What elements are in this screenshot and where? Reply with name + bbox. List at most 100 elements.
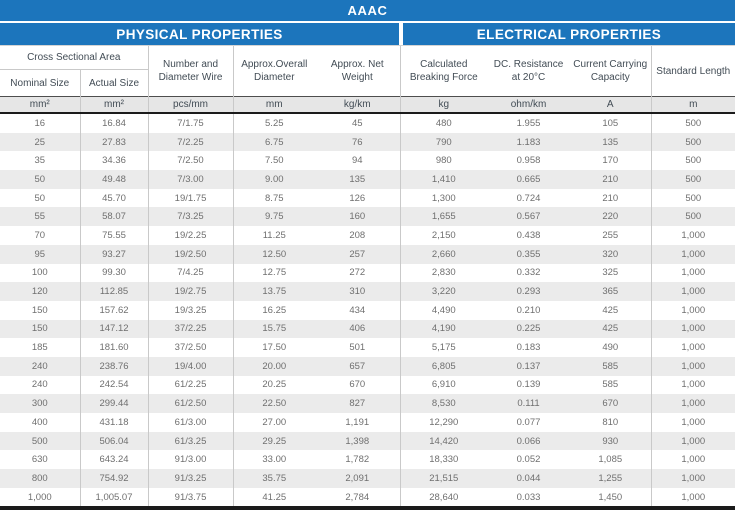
table-cell: 7/3.00 xyxy=(147,170,234,189)
table-cell: 1,782 xyxy=(345,454,370,466)
table-cell: 1,191 xyxy=(345,416,370,428)
unit-cell: A xyxy=(570,96,652,114)
table-cell: 160 xyxy=(349,211,366,223)
table-cell: 91/3.75 xyxy=(147,487,234,509)
table-cell: 25 xyxy=(34,136,46,148)
table-cell: 61/2.50 xyxy=(147,394,234,413)
table-cell: 37/2.50 xyxy=(147,338,234,357)
table-cell: 7/4.25 xyxy=(147,263,234,283)
table-cell: 37/2.25 xyxy=(147,319,234,339)
table-cell: 100 xyxy=(31,267,48,279)
table-cell: 827 xyxy=(349,398,366,410)
unit-cell: ohm/km xyxy=(487,96,571,114)
table-cell: 0.332 xyxy=(516,267,541,279)
table-cell: 7.50 xyxy=(232,151,316,171)
table-cell: 1,000 xyxy=(650,431,735,451)
table-cell: 29.25 xyxy=(232,431,316,451)
table-cell: 19/2.25 xyxy=(147,226,234,245)
table-cell: 12.50 xyxy=(232,244,316,264)
table-cell: 790 xyxy=(399,132,488,152)
table-cell: 0.567 xyxy=(516,211,541,223)
table-cell: 240 xyxy=(31,379,48,391)
table-cell: 242.54 xyxy=(79,375,149,395)
table-cell: 11.25 xyxy=(232,226,316,245)
table-cell: 15.75 xyxy=(232,319,316,339)
table-cell: 27.00 xyxy=(232,413,316,432)
table-cell: 58.07 xyxy=(79,207,149,227)
table-cell: 27.83 xyxy=(79,132,149,152)
table-row: 800 754.92 91/3.25 35.75 2,091 21,515 0.044 1,2… xyxy=(0,469,735,488)
table-cell: 5.25 xyxy=(232,113,316,133)
table-cell: 1,000 xyxy=(650,375,735,395)
table-cell: 500 xyxy=(650,207,735,227)
table-row: 50 49.48 7/3.00 9.00 135 1,410 0.665 210 500 xyxy=(0,170,735,189)
table-cell: 0.044 xyxy=(516,472,541,484)
table-cell: 0.665 xyxy=(516,173,541,185)
table-cell: 0.355 xyxy=(516,248,541,260)
table-cell: 55 xyxy=(34,211,46,223)
table-cell: 1.183 xyxy=(516,136,541,148)
table-cell: 406 xyxy=(349,323,366,335)
table-cell: 585 xyxy=(602,379,619,391)
table-cell: 255 xyxy=(602,229,619,241)
table-cell: 490 xyxy=(602,342,619,354)
col-header-approx-overall-diameter: Approx.Overall Diameter xyxy=(232,45,316,97)
table-cell: 2,150 xyxy=(399,226,488,245)
table-row: 70 75.55 19/2.25 11.25 208 2,150 0.438 255 1,000 xyxy=(0,226,735,245)
table-cell: 657 xyxy=(349,360,366,372)
table-header: Cross Sectional Area Number and Diameter… xyxy=(0,45,735,114)
table-cell: 980 xyxy=(399,151,488,171)
table-cell: 325 xyxy=(602,267,619,279)
table-title: AAAC xyxy=(347,3,388,18)
table-cell: 1,000 xyxy=(650,487,735,509)
table-cell: 76 xyxy=(351,136,363,148)
table-cell: 12,290 xyxy=(399,413,488,432)
table-cell: 150 xyxy=(31,304,48,316)
table-cell: 272 xyxy=(349,267,366,279)
table-cell: 1,000 xyxy=(650,356,735,376)
table-cell: 434 xyxy=(349,304,366,316)
unit-cell: kg xyxy=(399,96,488,114)
title-divider xyxy=(0,21,735,23)
table-cell: 1,005.07 xyxy=(79,487,149,509)
table-cell: 34.36 xyxy=(79,151,149,171)
table-cell: 585 xyxy=(602,360,619,372)
table-cell: 45 xyxy=(351,117,363,129)
spec-table: Cross Sectional Area Number and Diameter… xyxy=(0,45,735,511)
table-cell: 0.111 xyxy=(517,398,540,410)
table-cell: 1,000 xyxy=(650,319,735,339)
table-cell: 8.75 xyxy=(232,188,316,208)
table-cell: 45.70 xyxy=(79,188,149,208)
table-cell: 1,000 xyxy=(650,226,735,245)
table-cell: 20.00 xyxy=(232,356,316,376)
table-cell: 0.225 xyxy=(516,323,541,335)
table-cell: 501 xyxy=(349,342,366,354)
section-header-row: PHYSICAL PROPERTIES ELECTRICAL PROPERTIE… xyxy=(0,23,735,45)
table-cell: 14,420 xyxy=(399,431,488,451)
table-cell: 0.077 xyxy=(516,416,541,428)
table-cell: 0.438 xyxy=(516,229,541,241)
col-header-nominal-size: Nominal Size xyxy=(10,77,70,89)
table-cell: 21,515 xyxy=(399,469,488,488)
table-cell: 299.44 xyxy=(79,394,149,413)
table-cell: 91/3.25 xyxy=(147,469,234,488)
table-cell: 0.052 xyxy=(516,454,541,466)
table-body: 16 16.84 7/1.75 5.25 45 480 1.955 105 500 25 27.83… xyxy=(0,113,735,509)
table-cell: 5,175 xyxy=(399,338,488,357)
table-cell: 17.50 xyxy=(232,338,316,357)
table-cell: 4,190 xyxy=(399,319,488,339)
col-header-actual-size: Actual Size xyxy=(79,69,149,97)
table-row: 95 93.27 19/2.50 12.50 257 2,660 0.355 320 1,000 xyxy=(0,244,735,264)
unit-cell: m xyxy=(650,96,735,114)
table-cell: 61/2.25 xyxy=(147,375,234,395)
table-row: 185 181.60 37/2.50 17.50 501 5,175 0.183 490 1,0… xyxy=(0,338,735,357)
table-cell: 35 xyxy=(34,155,46,167)
table-cell: 6,910 xyxy=(399,375,488,395)
table-cell: 365 xyxy=(602,286,619,298)
unit-cell: pcs/mm xyxy=(147,96,234,114)
table-cell: 2,830 xyxy=(399,263,488,283)
table-cell: 7/3.25 xyxy=(147,207,234,227)
table-cell: 0.210 xyxy=(516,304,541,316)
table-cell: 480 xyxy=(399,113,488,133)
